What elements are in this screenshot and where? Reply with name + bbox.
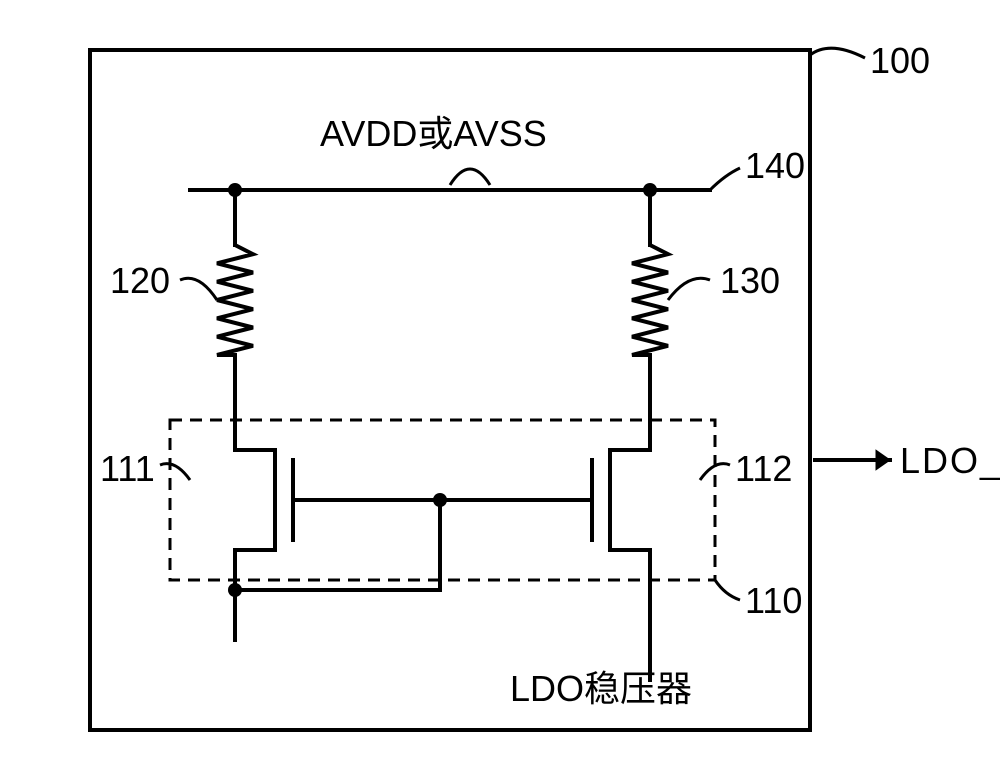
label-t-right: 112 [735, 448, 792, 490]
label-block-ref: 100 [870, 40, 930, 82]
circuit-diagram: 100 AVDD或AVSS 140 120 130 111 112 110 LD… [20, 20, 1000, 760]
label-res-left: 120 [110, 260, 170, 302]
label-output: LDO_OUT [900, 440, 1000, 482]
label-rail-text: AVDD或AVSS [320, 105, 547, 157]
label-rail-ref: 140 [745, 145, 805, 187]
label-res-right: 130 [720, 260, 780, 302]
label-pair-ref: 110 [745, 580, 802, 622]
label-block-name: LDO稳压器 [510, 660, 692, 712]
label-t-left: 111 [100, 448, 155, 490]
